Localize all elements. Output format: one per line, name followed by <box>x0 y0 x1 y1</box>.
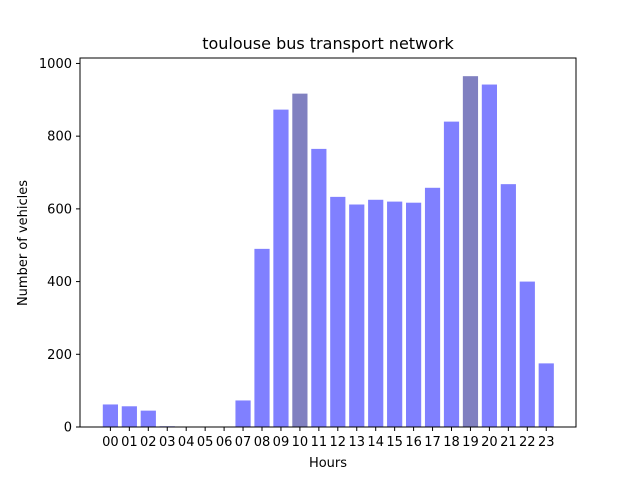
bar-14 <box>368 199 384 427</box>
bar-07 <box>235 400 251 427</box>
bar-02 <box>140 410 156 427</box>
x-tick-label: 10 <box>292 435 309 450</box>
bar-12 <box>330 196 346 427</box>
x-tick-label: 21 <box>500 435 517 450</box>
bar-01 <box>121 406 137 427</box>
x-axis-ticks: 00 01 02 03 04 05 06 07 08 09 10 11 12 13 14 15 16 17 18 19… <box>102 427 555 450</box>
x-tick-label: 23 <box>538 435 555 450</box>
x-tick-label: 01 <box>121 435 138 450</box>
plot-frame <box>79 57 577 428</box>
x-tick-label: 04 <box>178 435 195 450</box>
bar-21 <box>500 184 516 427</box>
bar-23 <box>538 363 554 427</box>
bar-15 <box>387 201 403 427</box>
bar-00 <box>102 404 118 427</box>
y-tick-label: 0 <box>64 421 72 436</box>
bar-11 <box>311 148 327 427</box>
x-tick-label: 09 <box>273 435 290 450</box>
x-tick-label: 02 <box>140 435 157 450</box>
x-tick-label: 17 <box>424 435 441 450</box>
x-axis-label: Hours <box>309 456 347 471</box>
y-tick-label: 1000 <box>39 57 72 72</box>
y-tick-label: 200 <box>47 348 72 363</box>
x-tick-label: 22 <box>519 435 536 450</box>
y-tick-label: 400 <box>47 275 72 290</box>
x-tick-label: 16 <box>405 435 422 450</box>
bar-13 <box>349 204 365 427</box>
bar-20 <box>481 84 497 427</box>
x-tick-label: 06 <box>216 435 233 450</box>
y-axis-label: Number of vehicles <box>16 180 31 306</box>
x-tick-label: 05 <box>197 435 214 450</box>
y-tick-label: 600 <box>47 202 72 217</box>
bar-22 <box>519 281 535 427</box>
x-tick-label: 07 <box>235 435 252 450</box>
x-tick-label: 00 <box>102 435 119 450</box>
y-axis-ticks: 0 200 400 600 800 1000 <box>39 57 80 436</box>
x-tick-label: 08 <box>254 435 271 450</box>
bar-17 <box>424 187 441 427</box>
x-tick-label: 03 <box>159 435 176 450</box>
x-tick-label: 14 <box>367 435 384 450</box>
x-tick-label: 13 <box>348 435 365 450</box>
bar-10 <box>292 93 308 427</box>
bar-18 <box>443 121 460 428</box>
x-tick-label: 15 <box>386 435 403 450</box>
bars-group <box>102 76 554 428</box>
x-tick-label: 20 <box>481 435 498 450</box>
x-tick-label: 12 <box>330 435 347 450</box>
chart-title: toulouse bus transport network <box>202 34 454 53</box>
y-tick-label: 800 <box>47 130 72 145</box>
bar-19 <box>462 76 479 428</box>
bar-08 <box>254 248 270 427</box>
bar-09 <box>273 109 289 428</box>
bar-16 <box>406 202 422 427</box>
x-tick-label: 19 <box>462 435 479 450</box>
x-tick-label: 18 <box>443 435 460 450</box>
x-tick-label: 11 <box>311 435 328 450</box>
